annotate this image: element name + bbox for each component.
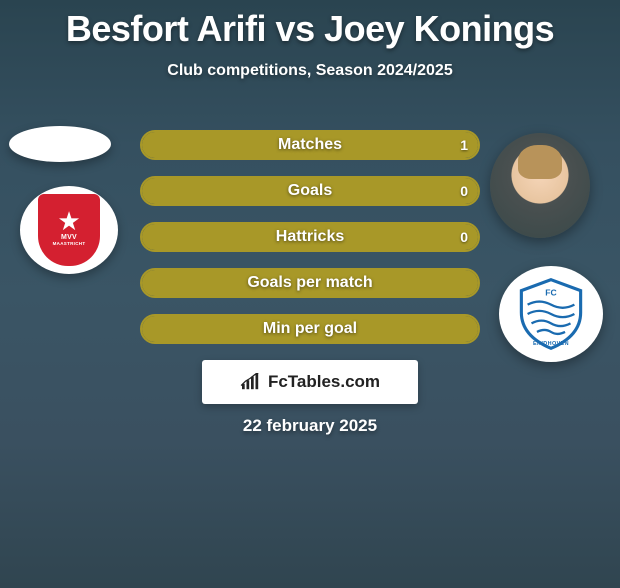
stat-label: Hattricks [276,228,344,246]
club-right-fc: FC [545,287,556,297]
svg-text:EINDHOVEN: EINDHOVEN [533,341,569,347]
stat-label: Matches [278,136,342,154]
stat-label: Goals [288,182,332,200]
stats-container: Matches 1 Goals 0 Hattricks 0 Goals per … [140,130,480,360]
stat-row-goals: Goals 0 [140,176,480,206]
club-badge-left: ★ MVV MAASTRICHT [20,186,118,274]
club-badge-right: FC EINDHOVEN [499,266,603,362]
stat-value-right: 0 [460,183,468,199]
player-left-avatar [9,126,111,162]
bar-chart-icon [240,373,262,391]
stat-value-right: 0 [460,229,468,245]
stat-value-right: 1 [460,137,468,153]
stat-row-goals-per-match: Goals per match [140,268,480,298]
club-left-city: MAASTRICHT [53,241,86,246]
subtitle: Club competitions, Season 2024/2025 [0,62,620,80]
fctables-watermark[interactable]: FcTables.com [202,360,418,404]
fctables-label: FcTables.com [268,372,380,392]
star-icon: ★ [57,208,80,234]
shield-icon: FC EINDHOVEN [512,275,590,353]
stat-row-min-per-goal: Min per goal [140,314,480,344]
club-left-code: MVV [61,234,77,241]
stat-row-matches: Matches 1 [140,130,480,160]
stat-label: Goals per match [247,274,372,292]
date-label: 22 february 2025 [0,416,620,436]
page-title: Besfort Arifi vs Joey Konings [0,8,620,50]
player-right-avatar [490,133,590,238]
stat-row-hattricks: Hattricks 0 [140,222,480,252]
stat-label: Min per goal [263,320,357,338]
